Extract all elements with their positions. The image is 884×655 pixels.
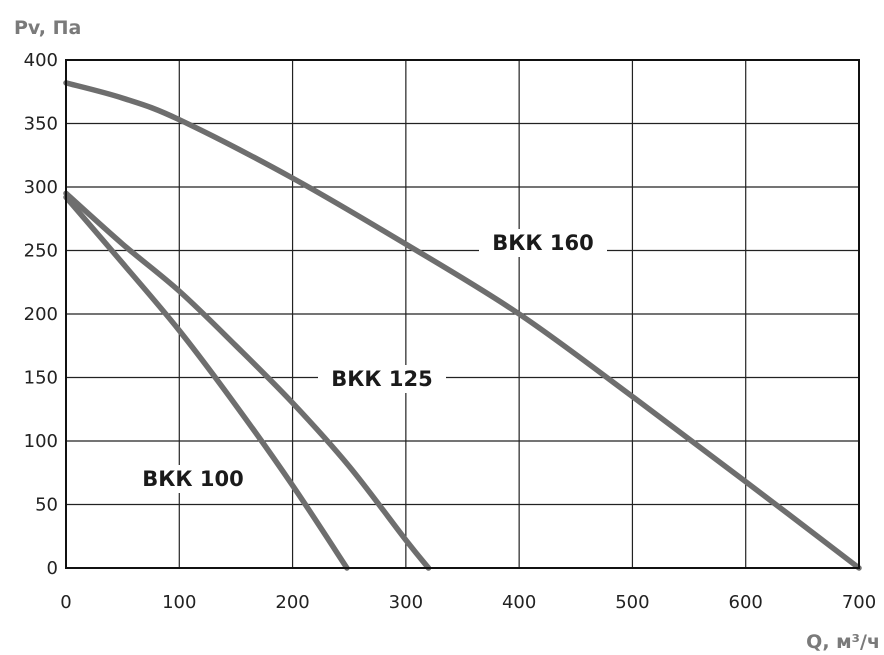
tick-layer: 0 100 200 300 400 500 600 700 0 50 100 150 200 250 300… bbox=[24, 50, 877, 613]
y-tick-label: 250 bbox=[24, 241, 58, 262]
series-line-3 bbox=[63, 80, 862, 571]
series-label-2: ВКК 125 bbox=[331, 367, 432, 391]
label-layer: ВКК 100 ВКК 125 ВКК 160 bbox=[135, 229, 607, 493]
plot-frame bbox=[65, 59, 860, 569]
series-label-backing bbox=[479, 229, 607, 257]
x-tick-label: 100 bbox=[162, 592, 196, 613]
series-label-backing bbox=[318, 365, 446, 393]
x-tick-label: 500 bbox=[615, 592, 649, 613]
grid-layer bbox=[66, 60, 859, 568]
curve-layer bbox=[63, 80, 862, 571]
x-tick-label: 700 bbox=[842, 592, 876, 613]
series-label-1: ВКК 100 bbox=[142, 467, 243, 491]
x-axis-title: Q, м³/ч bbox=[806, 631, 880, 653]
series-label-backing bbox=[135, 465, 251, 493]
series-line-1 bbox=[63, 194, 350, 571]
y-tick-label: 150 bbox=[24, 368, 58, 389]
y-tick-label: 300 bbox=[24, 177, 58, 198]
series-line-2 bbox=[63, 190, 432, 571]
y-tick-label: 350 bbox=[24, 114, 58, 135]
x-tick-label: 200 bbox=[275, 592, 309, 613]
x-tick-label: 300 bbox=[389, 592, 423, 613]
x-tick-label: 400 bbox=[502, 592, 536, 613]
y-tick-label: 200 bbox=[24, 304, 58, 325]
y-tick-label: 100 bbox=[24, 431, 58, 452]
x-tick-label: 0 bbox=[60, 592, 71, 613]
series-label-3: ВКК 160 bbox=[492, 231, 593, 255]
y-axis-title: Pv, Па bbox=[14, 17, 81, 39]
y-tick-label: 400 bbox=[24, 50, 58, 71]
y-tick-label: 50 bbox=[35, 495, 58, 516]
y-tick-label: 0 bbox=[47, 558, 58, 579]
x-tick-label: 600 bbox=[729, 592, 763, 613]
